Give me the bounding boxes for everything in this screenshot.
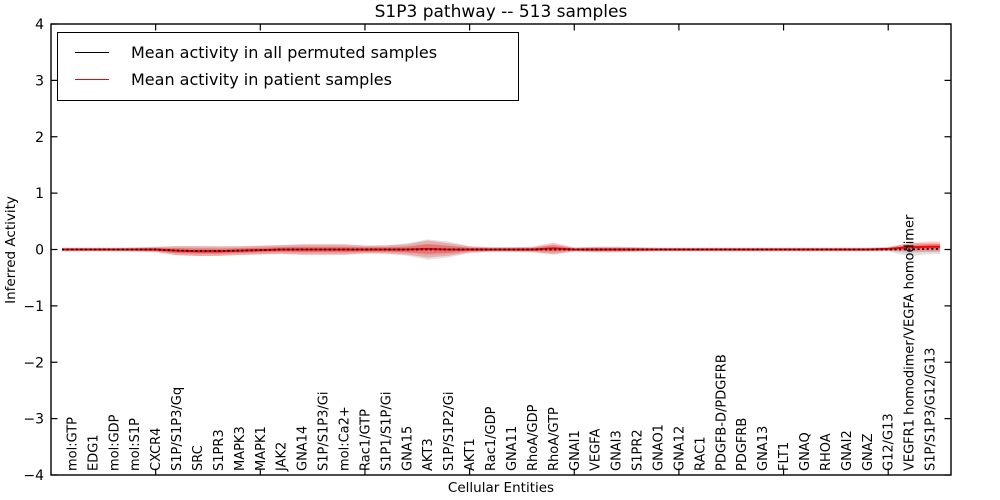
x-tick-label: S1P1/S1P/Gi (379, 392, 394, 471)
x-tick-label: MAPK3 (233, 426, 248, 471)
y-tick-label: 2 (35, 130, 44, 146)
y-tick-label: 4 (35, 17, 44, 33)
y-tick-label: −3 (23, 412, 44, 428)
x-tick-label: RhoA/GTP (547, 407, 562, 471)
x-tick-label: VEGFR1 homodimer/VEGFA homodimer (903, 214, 918, 471)
y-tick-label: 3 (35, 73, 44, 89)
y-tick-label: 0 (35, 243, 44, 259)
y-tick-label: −4 (23, 468, 44, 484)
axes-frame (50, 23, 952, 476)
x-tick-label: VEGFA (589, 429, 604, 471)
x-axis-label: Cellular Entities (447, 480, 555, 496)
x-tick-label: RAC1 (693, 436, 708, 471)
x-tick-label: MAPK1 (254, 426, 269, 471)
legend-label-permuted: Mean activity in all permuted samples (131, 43, 438, 62)
legend-line-sample-permuted (75, 52, 109, 53)
x-tick-label: PDGFRB (735, 418, 750, 471)
x-tick-label: JAK2 (275, 442, 290, 472)
x-tick-label: FLT1 (777, 442, 792, 471)
x-tick-label: GNA11 (505, 426, 520, 471)
x-tick-label: mol:Ca2+ (338, 406, 353, 471)
x-tick-label: SRC (191, 445, 206, 471)
x-tick-label: GNA12 (672, 426, 687, 471)
x-tick-label: GNAO1 (651, 424, 666, 471)
x-tick-label: GNA14 (296, 426, 311, 471)
x-tick-label: GNA13 (756, 426, 771, 471)
legend-label-patient: Mean activity in patient samples (131, 70, 392, 89)
x-tick-label: RHOA (819, 433, 834, 471)
x-tick-label: Rac1/GDP (484, 406, 499, 471)
x-tick-label: S1P/S1P3/Gi (317, 392, 332, 471)
x-tick-label: S1PR3 (212, 429, 227, 471)
legend-item-permuted: Mean activity in all permuted samples (58, 39, 518, 66)
chart-title: S1P3 pathway -- 513 samples (374, 2, 628, 22)
x-tick-label: mol:GDP (107, 414, 122, 471)
y-axis-label: Inferred Activity (3, 196, 19, 304)
x-tick-label: GNAZ (861, 433, 876, 471)
x-tick-label: EDG1 (86, 434, 101, 471)
x-tick-label: GNA15 (400, 426, 415, 471)
mean-line-permuted (62, 248, 940, 252)
x-tick-label: PDGFB-D/PDGFRB (714, 354, 729, 471)
x-tick-label: S1P/S1P3/Gq (170, 387, 185, 471)
x-tick-label: AKT1 (463, 438, 478, 471)
y-tick-label: 1 (35, 186, 44, 202)
x-tick-label: GNAI1 (568, 430, 583, 471)
x-tick-label: GNAI2 (840, 430, 855, 471)
x-tick-label: mol:S1P (128, 418, 143, 471)
x-tick-label: AKT3 (421, 438, 436, 471)
x-tick-label: RhoA/GDP (526, 404, 541, 471)
x-tick-label: GNAI3 (610, 430, 625, 471)
legend-item-patient: Mean activity in patient samples (58, 66, 518, 93)
x-tick-label: GNAQ (798, 432, 813, 471)
x-tick-label: Rac1/GTP (358, 409, 373, 471)
x-tick-label: S1P/S1P3/G12/G13 (924, 348, 939, 471)
x-tick-label: S1P/S1P2/Gi (442, 392, 457, 471)
x-tick-label: G12/G13 (882, 413, 897, 471)
x-tick-label: CXCR4 (149, 428, 164, 471)
legend-line-sample-patient (75, 79, 109, 80)
x-tick-label: mol:GTP (65, 417, 80, 471)
legend: Mean activity in all permuted samples Me… (57, 32, 519, 101)
y-tick-label: −2 (23, 355, 44, 371)
y-tick-label: −1 (23, 299, 44, 315)
x-tick-label: S1PR2 (631, 429, 646, 471)
